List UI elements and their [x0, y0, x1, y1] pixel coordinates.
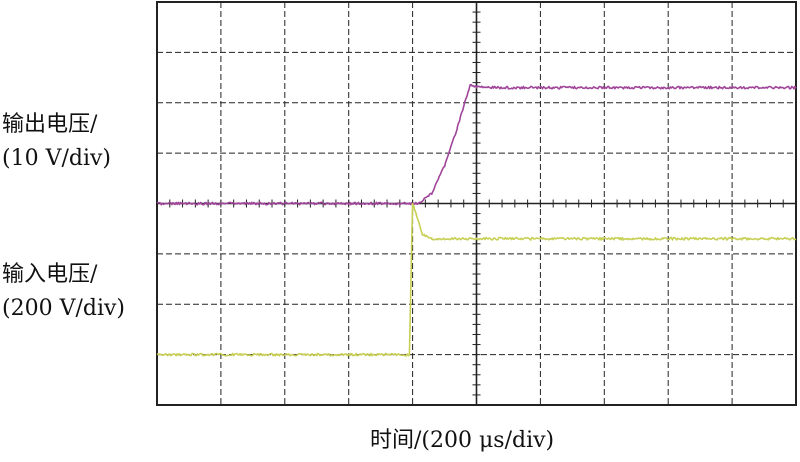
input-voltage-trace — [156, 202, 797, 357]
output-voltage-axis-label: 输出电压/ (10 V/div) — [2, 108, 152, 176]
output-voltage-label-line1: 输出电压/ — [2, 112, 98, 137]
input-voltage-axis-label: 输入电压/ (200 V/div) — [2, 258, 152, 326]
input-voltage-label-line1: 输入电压/ — [2, 262, 98, 287]
input-voltage-label-line2: (200 V/div) — [2, 296, 125, 321]
output-voltage-trace — [156, 83, 797, 206]
output-voltage-label-line2: (10 V/div) — [2, 146, 112, 171]
time-axis-label: 时间/(200 μs/div) — [370, 428, 555, 453]
